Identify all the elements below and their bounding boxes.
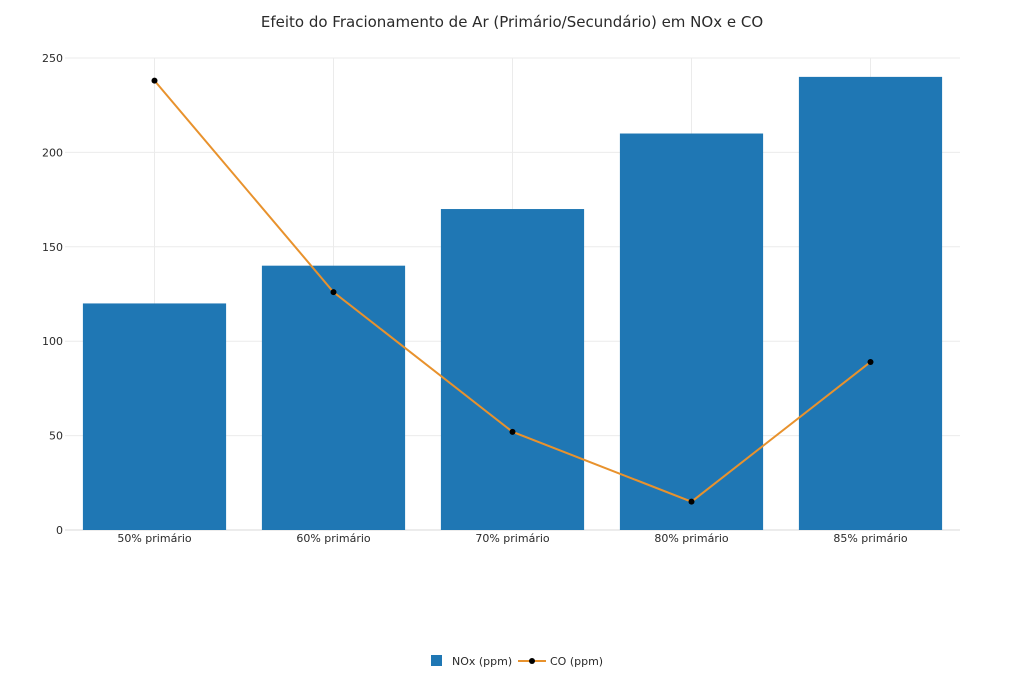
point-co-4[interactable] — [867, 358, 874, 365]
legend-item-co[interactable]: CO (ppm) — [518, 655, 603, 668]
y-tick-label: 100 — [42, 335, 63, 348]
line-series — [151, 77, 874, 505]
legend-bar-swatch — [431, 655, 442, 666]
bar-nox-4[interactable] — [798, 76, 943, 530]
point-co-2[interactable] — [509, 428, 516, 435]
x-tick-label: 60% primário — [296, 532, 371, 545]
legend-item-nox[interactable]: NOx (ppm) — [431, 655, 512, 668]
bar-nox-2[interactable] — [440, 209, 585, 531]
point-co-1[interactable] — [330, 289, 337, 296]
legend-label-co: CO (ppm) — [550, 655, 603, 668]
y-tick-label: 0 — [56, 524, 63, 537]
x-tick-label: 85% primário — [833, 532, 908, 545]
bar-nox-3[interactable] — [619, 133, 764, 530]
legend-label-nox: NOx (ppm) — [452, 655, 512, 668]
legend[interactable]: NOx (ppm) CO (ppm) — [431, 655, 603, 668]
y-tick-label: 250 — [42, 52, 63, 65]
legend-line-marker — [529, 658, 535, 664]
y-tick-label: 50 — [49, 430, 63, 443]
x-tick-label: 80% primário — [654, 532, 729, 545]
y-tick-label: 150 — [42, 241, 63, 254]
x-axis-ticks: 50% primário 60% primário 70% primário 80% … — [117, 532, 908, 545]
y-tick-label: 200 — [42, 146, 63, 159]
bar-nox-0[interactable] — [82, 303, 227, 530]
chart-title: Efeito do Fracionamento de Ar (Primário/… — [261, 13, 763, 31]
point-co-0[interactable] — [151, 77, 158, 84]
x-tick-label: 70% primário — [475, 532, 550, 545]
bar-nox-1[interactable] — [261, 265, 406, 530]
y-axis-ticks: 0 50 100 150 200 250 — [42, 52, 63, 537]
point-co-3[interactable] — [688, 498, 695, 505]
x-tick-label: 50% primário — [117, 532, 192, 545]
